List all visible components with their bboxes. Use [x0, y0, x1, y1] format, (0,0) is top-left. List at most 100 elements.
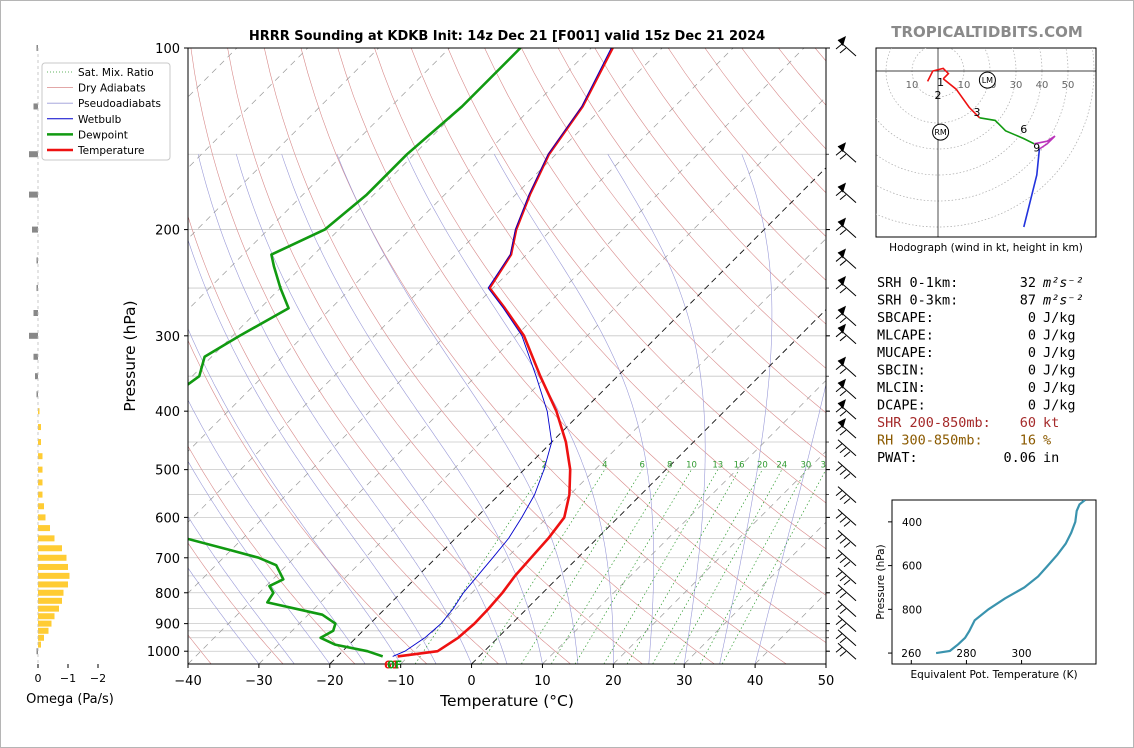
- wind-barb-flag: [835, 533, 843, 540]
- wind-barb-flag: [843, 579, 851, 586]
- legend-label: Pseudoadiabats: [78, 98, 161, 110]
- wind-barb-pennant: [838, 36, 846, 46]
- index-label: RH 300-850mb:: [877, 433, 983, 449]
- mixing-ratio-label: 20: [757, 461, 768, 471]
- wind-barb: [837, 567, 857, 585]
- wind-barb-flag: [835, 619, 843, 626]
- isotherm-line: [471, 308, 826, 664]
- skewt-axes-frame: [187, 47, 827, 665]
- omega-bar: [38, 439, 41, 446]
- wind-barb: [837, 486, 857, 503]
- wind-barb-flag: [835, 465, 843, 472]
- wind-barb-flag: [843, 561, 851, 568]
- omega-bar: [38, 613, 55, 620]
- theta-e-panel: 260 280 300 400 600 800 Equivalent Pot. Temper…: [875, 499, 1097, 681]
- chart-title: HRRR Sounding at KDKB Init: 14z Dec 21 […: [249, 29, 765, 44]
- index-unit: J/kg: [1043, 345, 1076, 361]
- wetbulb-profile: [392, 48, 612, 657]
- y-tick-label: 900: [155, 618, 180, 633]
- omega-tick-label: −1: [60, 672, 76, 685]
- index-label: MLCIN:: [877, 380, 926, 396]
- index-unit: J/kg: [1043, 363, 1076, 379]
- wind-barb-flag: [843, 541, 851, 548]
- hodograph-height-label: 6: [1020, 123, 1027, 136]
- wind-barb-flag: [839, 608, 847, 615]
- omega-bar: [32, 226, 38, 233]
- omega-bar: [29, 191, 38, 198]
- mixing-ratio-line: [603, 469, 719, 664]
- watermark: TROPICALTIDBITS.COM: [891, 23, 1083, 41]
- x-tick-label: 30: [676, 674, 693, 689]
- omega-bar: [36, 285, 38, 292]
- omega-bar: [38, 453, 43, 460]
- dry-adiabat: [188, 542, 284, 664]
- wind-barb-flag: [839, 650, 847, 657]
- omega-bar: [38, 491, 43, 498]
- index-unit: m²s⁻²: [1042, 275, 1084, 291]
- omega-bar: [38, 479, 43, 486]
- x-tick-label: −40: [174, 674, 201, 689]
- legend-box: [41, 62, 171, 161]
- legend-label: Sat. Mix. Ratio: [78, 67, 154, 79]
- pseudoadiabat: [188, 567, 260, 664]
- legend: Sat. Mix. Ratio Dry Adiabats Pseudoadiabat…: [41, 62, 171, 161]
- pseudoadiabat: [493, 154, 655, 664]
- omega-bar: [38, 620, 52, 627]
- legend-label: Dry Adiabats: [78, 83, 146, 95]
- pseudoadiabat: [405, 154, 614, 664]
- index-value: 0: [1028, 363, 1036, 379]
- wind-barb: [837, 584, 857, 602]
- index-value: 0: [1028, 380, 1036, 396]
- dry-adiabat: [227, 48, 643, 664]
- dry-adiabat: [484, 48, 826, 459]
- wind-barb-flag: [835, 513, 843, 519]
- omega-bar: [38, 554, 67, 561]
- temperature-profile: [397, 48, 614, 658]
- pseudoadiabat: [281, 154, 543, 664]
- pseudoadiabat: [188, 328, 401, 664]
- wind-barb-flag: [835, 313, 843, 320]
- mixing-ratio-line: [574, 469, 692, 664]
- wind-barb-flag: [839, 623, 847, 630]
- dry-adiabat: [337, 48, 826, 643]
- dry-adiabat: [521, 48, 826, 414]
- dry-adiabat: [300, 48, 787, 664]
- wind-barb-flag: [843, 473, 851, 480]
- omega-bar: [38, 563, 68, 570]
- index-unit: %: [1043, 433, 1051, 449]
- omega-bar: [35, 373, 38, 380]
- index-value: 0: [1028, 345, 1036, 361]
- isotherm-line: [542, 379, 826, 664]
- omega-bar: [38, 589, 64, 596]
- dewpoint-profile: [188, 48, 522, 658]
- theta-e-x-tick-label: 260: [901, 648, 921, 660]
- hodograph-trace: [942, 78, 981, 119]
- omega-panel: 0 −1 −2 Omega (Pa/s): [22, 45, 114, 707]
- index-value: 0.06: [1003, 450, 1036, 466]
- wind-barb-pennant: [838, 142, 846, 153]
- y-tick-label: 600: [155, 511, 180, 526]
- x-tick-label: 50: [818, 674, 835, 689]
- omega-bar: [36, 391, 38, 398]
- wind-barb-flag: [839, 47, 847, 54]
- pseudoadiabat: [607, 154, 706, 664]
- theta-e-x-title: Equivalent Pot. Temperature (K): [910, 669, 1077, 681]
- wind-barb-flag: [835, 553, 843, 560]
- mixing-ratio-line: [673, 469, 783, 664]
- omega-bar: [38, 503, 44, 510]
- mixing-ratio-line: [721, 469, 826, 664]
- index-label: DCAPE:: [877, 398, 926, 414]
- index-unit: J/kg: [1043, 398, 1076, 414]
- omega-bar: [29, 332, 38, 339]
- wind-barb: [837, 461, 857, 479]
- wind-barb-flag: [835, 225, 843, 231]
- omega-bar: [33, 353, 38, 360]
- omega-tick-label: −2: [90, 672, 106, 685]
- x-axis-title: Temperature (°C): [439, 692, 574, 710]
- wind-barb-flag: [839, 287, 847, 294]
- dry-adiabat: [188, 339, 428, 664]
- index-unit: m²s⁻²: [1042, 293, 1084, 309]
- hodograph-trace: [1034, 135, 1056, 150]
- omega-bar: [38, 535, 55, 542]
- mixing-ratio-label: 36: [820, 461, 831, 471]
